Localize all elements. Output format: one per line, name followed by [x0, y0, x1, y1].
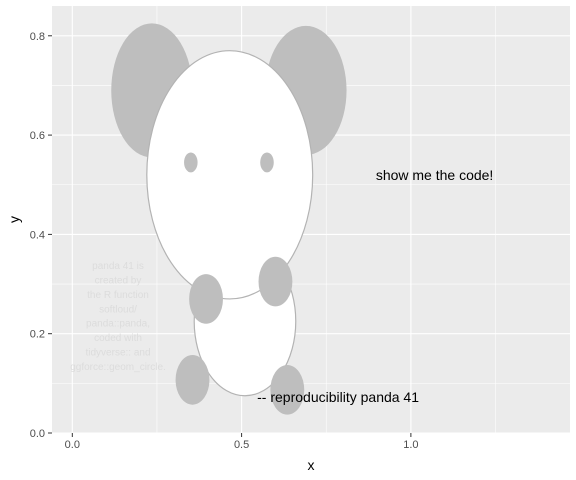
watermark-line: tidyverse:: and — [85, 348, 150, 359]
y-tick-label: 0.4 — [30, 229, 45, 241]
right-leg — [270, 364, 305, 415]
y-axis-ticks: 0.0 0.2 0.4 0.6 0.8 — [30, 31, 52, 440]
x-axis-title: x — [308, 457, 315, 473]
watermark-line: panda::panda, — [86, 319, 150, 330]
annotation-label: -- reproducibility panda 41 — [257, 389, 419, 405]
annotation-label: show me the code! — [376, 167, 494, 183]
x-tick-label: 0.0 — [65, 439, 80, 451]
x-tick-label: 1.0 — [403, 439, 418, 451]
watermark-line: created by — [95, 276, 142, 287]
watermark-line: panda 41 is — [92, 261, 144, 272]
watermark-line: the R function — [87, 290, 149, 301]
right-eye — [260, 152, 274, 173]
watermark-line: ggforce::geom_circle. — [70, 362, 166, 373]
y-tick-label: 0.8 — [30, 31, 45, 43]
left-eye — [184, 152, 198, 173]
watermark-line: softloud/ — [99, 304, 137, 315]
watermark-line: coded with — [94, 333, 142, 344]
left-arm — [189, 274, 223, 324]
y-tick-label: 0.2 — [30, 329, 45, 341]
x-tick-label: 0.5 — [234, 439, 249, 451]
y-tick-label: 0.6 — [30, 130, 45, 142]
panda-shapes — [111, 23, 347, 415]
watermark-text: panda 41 is created by the R function softl… — [70, 261, 166, 373]
right-arm — [258, 256, 293, 307]
left-leg — [175, 355, 210, 405]
x-axis-ticks: 0.0 0.5 1.0 — [65, 433, 419, 451]
head — [146, 50, 314, 300]
annotations: show me the code! -- reproducibility pand… — [257, 167, 493, 405]
y-axis-title: y — [6, 216, 22, 223]
y-tick-label: 0.0 — [30, 428, 45, 440]
